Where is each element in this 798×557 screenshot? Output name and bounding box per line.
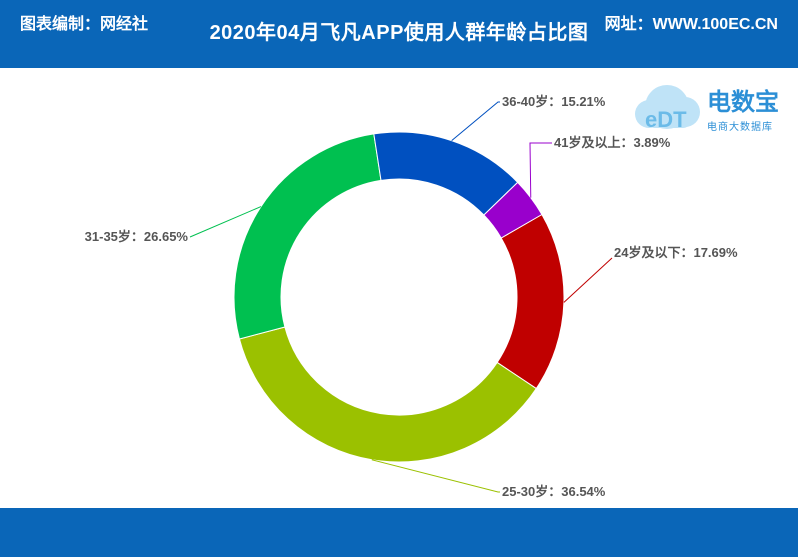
donut-slice: [233, 133, 382, 340]
header-bar: [0, 0, 798, 68]
leader-line: [529, 142, 552, 198]
slice-label: 31-35岁：26.65%: [85, 229, 189, 244]
leader-line: [371, 459, 500, 493]
logo-brand: 电数宝: [707, 88, 779, 116]
donut-slice: [483, 181, 543, 239]
cloud-icon: [635, 85, 700, 129]
logo-mark: eDT: [645, 107, 687, 132]
logo-subtitle: 电商大数据库: [707, 120, 773, 133]
edt-logo: eDT 电数宝 电商大数据库: [635, 85, 779, 133]
slice-label: 41岁及以上：3.89%: [554, 135, 671, 150]
footer-bar: [0, 508, 798, 557]
footer-compiler: 图表编制：网经社: [20, 16, 149, 33]
slice-label: 36-40岁：15.21%: [502, 94, 606, 109]
donut-slice: [496, 213, 565, 390]
slice-label: 25-30岁：36.54%: [502, 484, 606, 499]
donut-slice: [238, 326, 537, 463]
donut-chart: 24岁及以下：17.69% 25-30岁：36.54% 31-35岁：26.65% 3…: [85, 94, 738, 499]
leader-line: [563, 257, 613, 303]
footer-website: 网址：WWW.100EC.CN: [604, 16, 778, 33]
slice-label: 24岁及以下：17.69%: [614, 245, 738, 260]
leader-line: [189, 206, 262, 238]
chart-title: 2020年04月飞凡APP使用人群年龄占比图: [209, 22, 589, 44]
leader-line: [451, 101, 500, 142]
